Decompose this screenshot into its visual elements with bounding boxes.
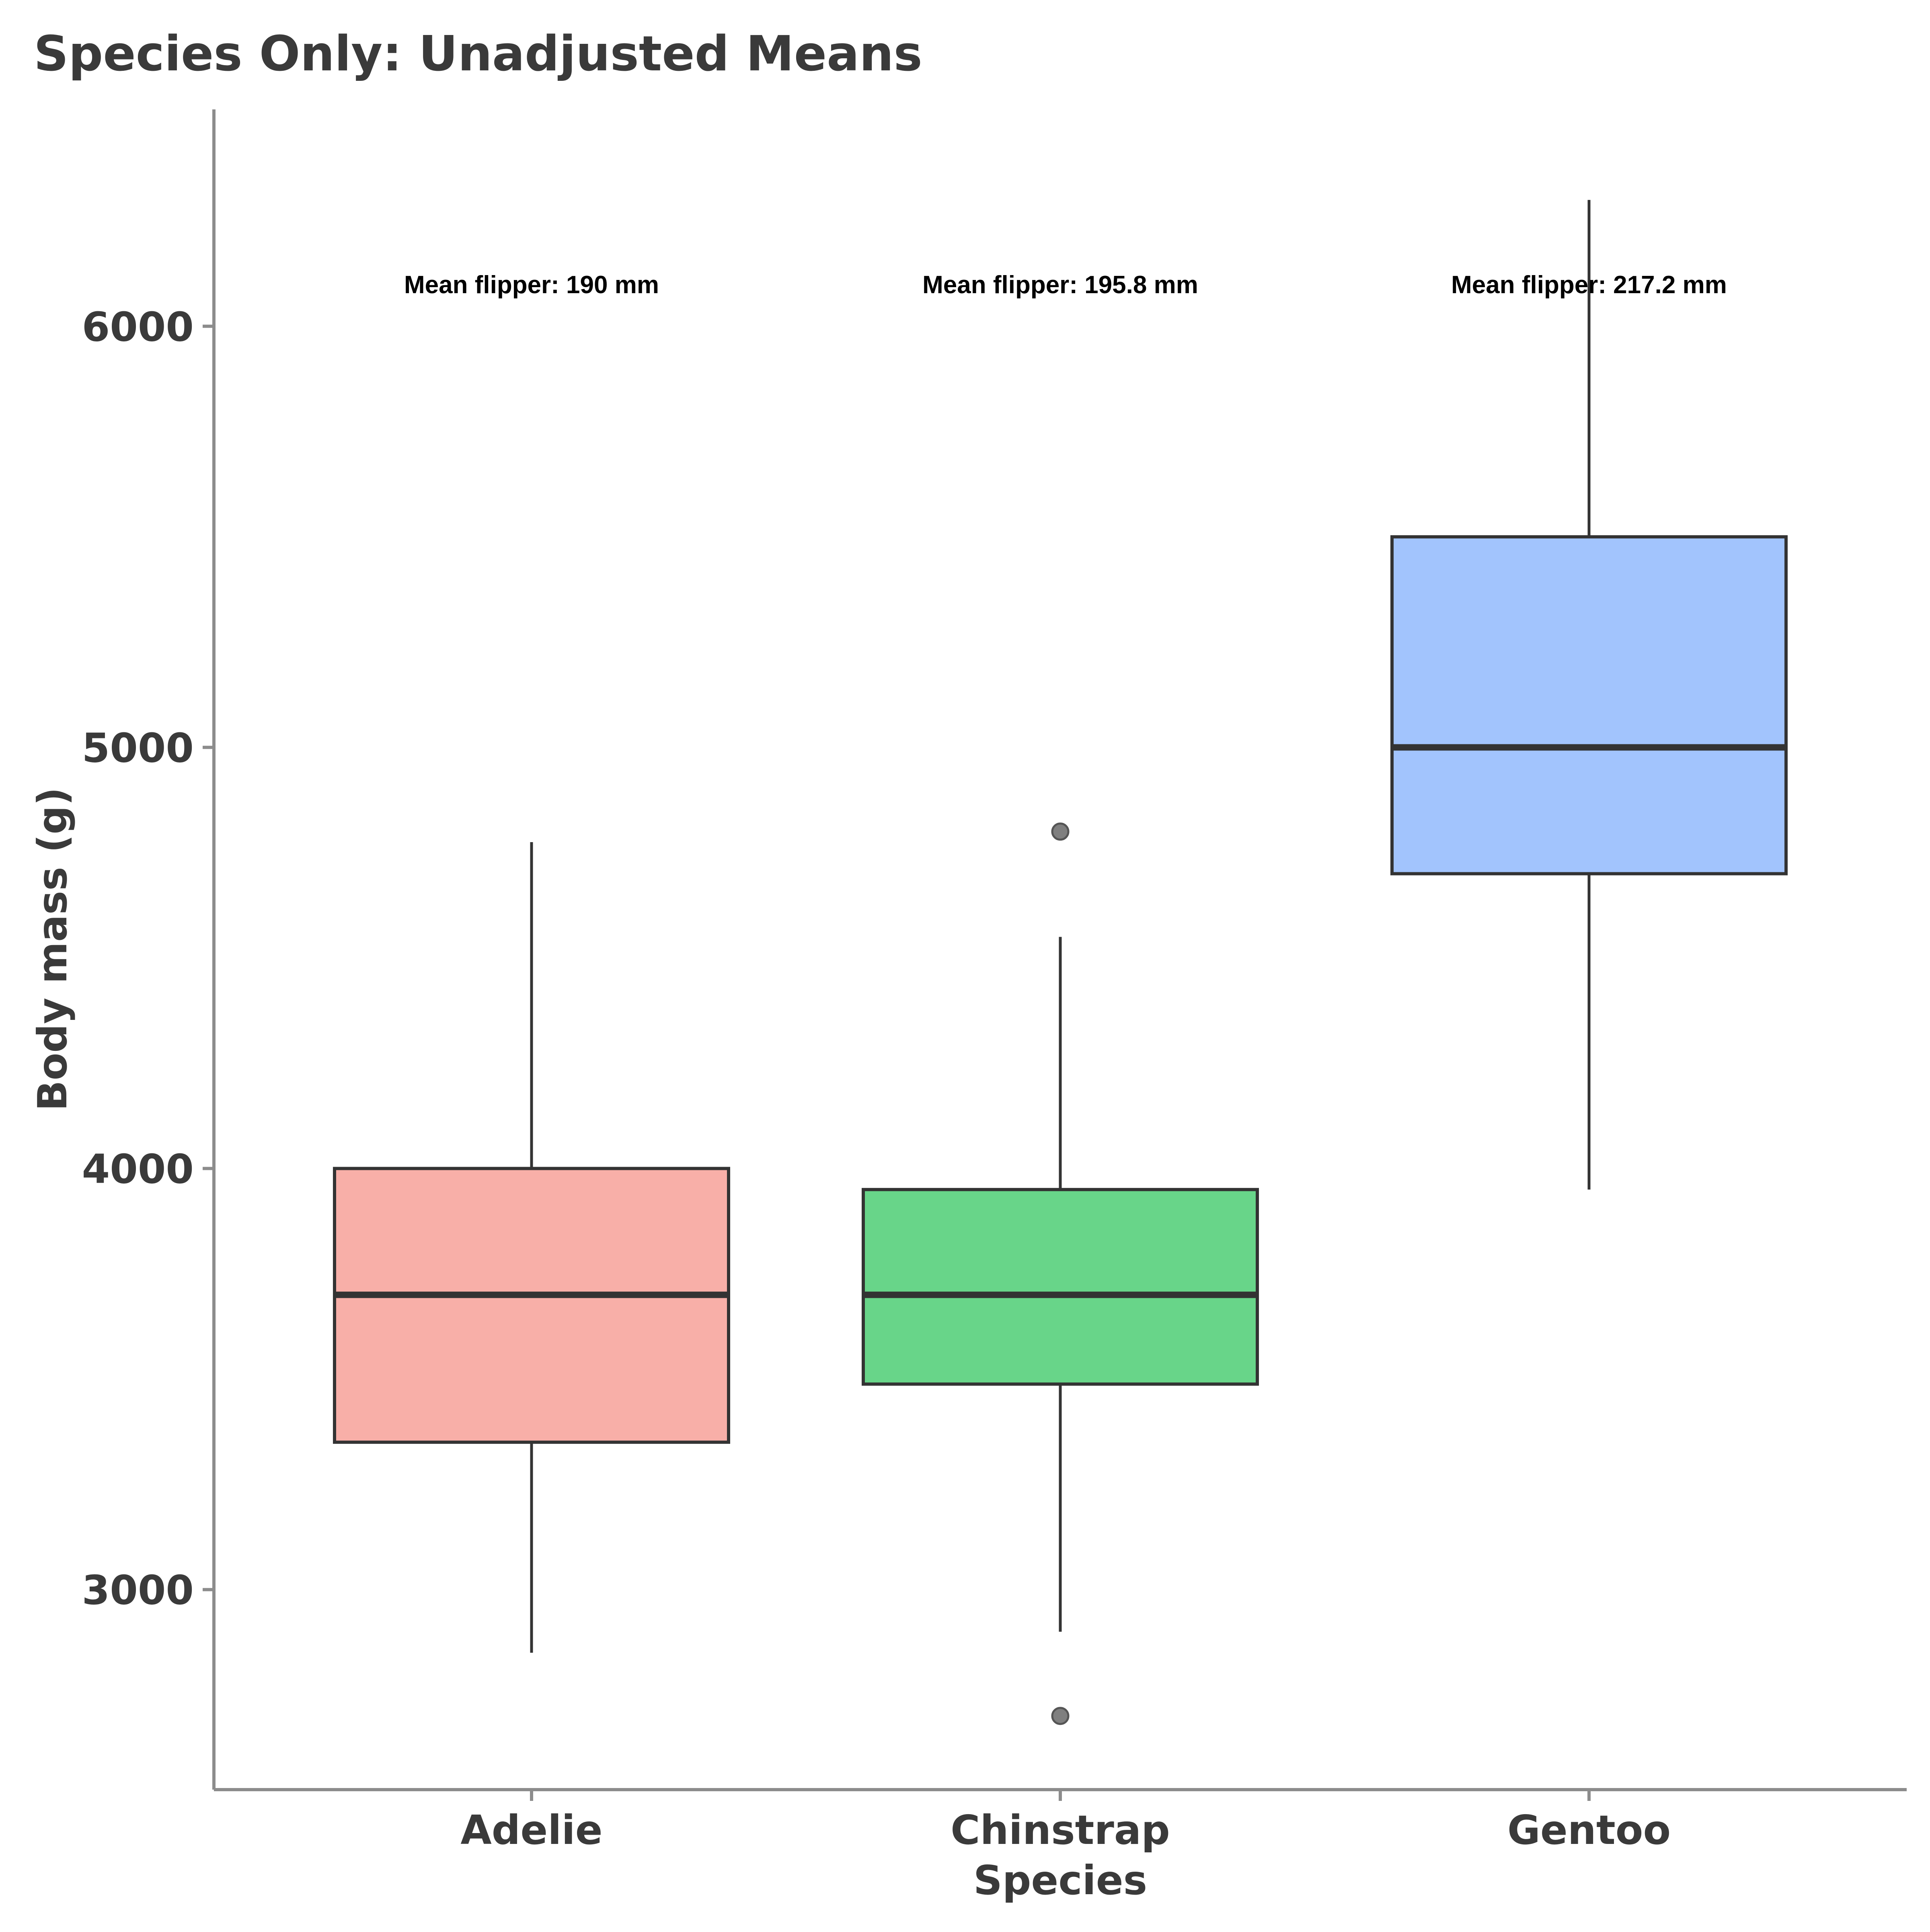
box-iqr bbox=[862, 1188, 1259, 1386]
y-tick-label: 3000 bbox=[82, 1567, 194, 1614]
box-iqr bbox=[333, 1167, 730, 1444]
y-tick-label: 6000 bbox=[82, 303, 194, 350]
outlier-point bbox=[1051, 822, 1070, 841]
x-tick-label: Adelie bbox=[460, 1807, 602, 1854]
mean-flipper-annotation: Mean flipper: 217.2 mm bbox=[1451, 271, 1727, 299]
x-tick-label: Chinstrap bbox=[951, 1807, 1170, 1854]
mean-flipper-annotation: Mean flipper: 195.8 mm bbox=[922, 271, 1198, 299]
y-axis-title: Body mass (g) bbox=[29, 787, 76, 1111]
chart-title: Species Only: Unadjusted Means bbox=[34, 26, 922, 82]
outlier-point bbox=[1051, 1707, 1070, 1725]
x-tick-label: Gentoo bbox=[1507, 1807, 1671, 1854]
y-tick-label: 5000 bbox=[82, 724, 194, 771]
mean-flipper-annotation: Mean flipper: 190 mm bbox=[404, 271, 659, 299]
y-tick-label: 4000 bbox=[82, 1146, 194, 1193]
plot-area: 3000 4000 5000 6000 Adelie Chinstrap Gentoo Mea… bbox=[82, 109, 1907, 1854]
box-iqr bbox=[1390, 535, 1788, 876]
x-axis-title: Species bbox=[973, 1857, 1147, 1904]
